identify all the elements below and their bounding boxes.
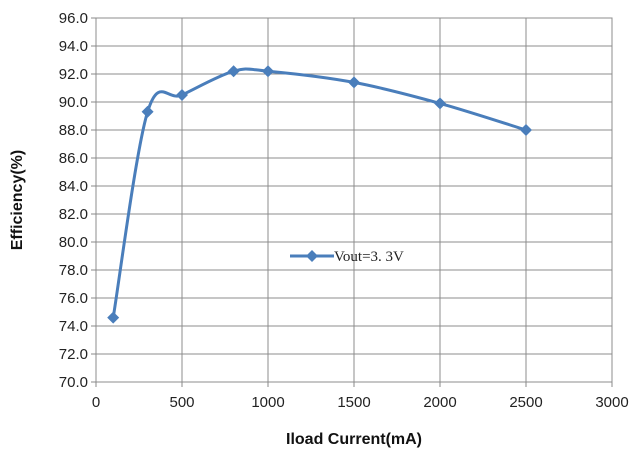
- y-axis-title: Efficiency(%): [9, 150, 26, 250]
- legend: Vout=3. 3V: [290, 249, 404, 265]
- data-point-marker: [520, 124, 532, 136]
- x-tick-label: 3000: [595, 394, 628, 411]
- series: [107, 65, 532, 324]
- data-point-marker: [434, 97, 446, 110]
- legend-label: Vout=3. 3V: [334, 249, 404, 265]
- x-tick-label: 2000: [423, 394, 456, 411]
- data-point-marker: [176, 89, 188, 101]
- x-tick-label: 0: [92, 394, 100, 411]
- x-tick-label: 2500: [509, 394, 542, 411]
- y-tick-label: 72.0: [59, 346, 88, 363]
- y-tick-label: 90.0: [59, 94, 88, 111]
- y-tick-label: 80.0: [59, 234, 88, 251]
- y-tick-label: 78.0: [59, 262, 88, 279]
- y-tick-label: 94.0: [59, 38, 88, 55]
- axes: [91, 17, 613, 387]
- x-axis-title: Iload Current(mA): [286, 431, 422, 448]
- y-tick-label: 86.0: [59, 150, 88, 167]
- y-tick-label: 82.0: [59, 206, 88, 223]
- data-point-marker: [107, 311, 120, 324]
- data-point-marker: [141, 105, 154, 118]
- y-tick-label: 92.0: [59, 66, 88, 83]
- y-tick-label: 74.0: [59, 318, 88, 335]
- y-tick-label: 76.0: [59, 290, 88, 307]
- data-point-marker: [262, 65, 274, 78]
- x-tick-label: 500: [169, 394, 194, 411]
- tick-labels: 70.0 72.0 74.0 76.0 78.0 80.0 82.0 84.0 86.0 88.0…: [59, 10, 629, 411]
- x-tick-label: 1000: [251, 394, 284, 411]
- series-line: [111, 67, 527, 318]
- data-point-marker: [348, 76, 360, 89]
- data-point-marker: [227, 65, 240, 78]
- y-tick-label: 88.0: [59, 122, 88, 139]
- y-tick-label: 84.0: [59, 178, 88, 195]
- y-tick-label: 96.0: [59, 10, 88, 27]
- x-tick-label: 1500: [337, 394, 370, 411]
- y-tick-label: 70.0: [59, 374, 88, 391]
- legend-marker: [306, 250, 318, 262]
